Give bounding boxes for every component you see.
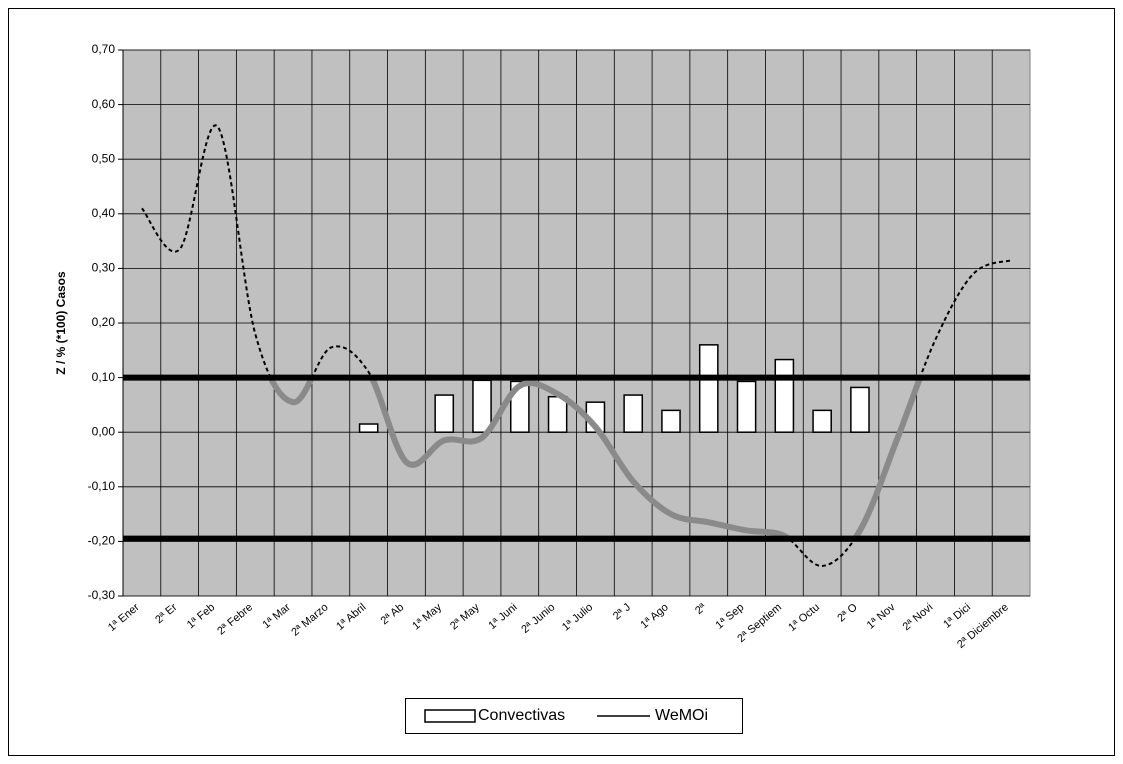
- y-tick-label: 0,30: [92, 261, 116, 275]
- y-tick-label: 0,40: [92, 206, 116, 220]
- bar: [434, 394, 455, 433]
- bar: [547, 395, 568, 433]
- legend-label: Convectivas: [478, 707, 565, 724]
- bar: [812, 409, 832, 433]
- y-tick-label: -0,10: [88, 479, 116, 493]
- bar: [774, 358, 795, 433]
- legend-swatch: [424, 709, 476, 723]
- y-tick-label: 0,50: [92, 151, 116, 165]
- bar: [358, 423, 379, 433]
- y-tick-label: -0,20: [88, 534, 116, 548]
- bar: [623, 394, 644, 433]
- y-tick-label: 0,20: [92, 315, 116, 329]
- y-tick-label: 0,70: [92, 42, 116, 56]
- y-tick-label: 0,10: [92, 370, 116, 384]
- legend-label: WeMOi: [655, 707, 708, 724]
- bar: [661, 409, 681, 433]
- y-axis-label: Z / % (*100) Casos: [54, 271, 68, 375]
- line-series-band: [267, 377, 924, 539]
- bar: [850, 386, 870, 433]
- y-tick-label: 0,60: [92, 97, 116, 111]
- bar: [698, 344, 719, 433]
- bar: [736, 380, 757, 433]
- y-tick-label: -0,30: [88, 588, 116, 602]
- y-tick-label: 0,00: [92, 424, 116, 438]
- bar: [472, 379, 492, 433]
